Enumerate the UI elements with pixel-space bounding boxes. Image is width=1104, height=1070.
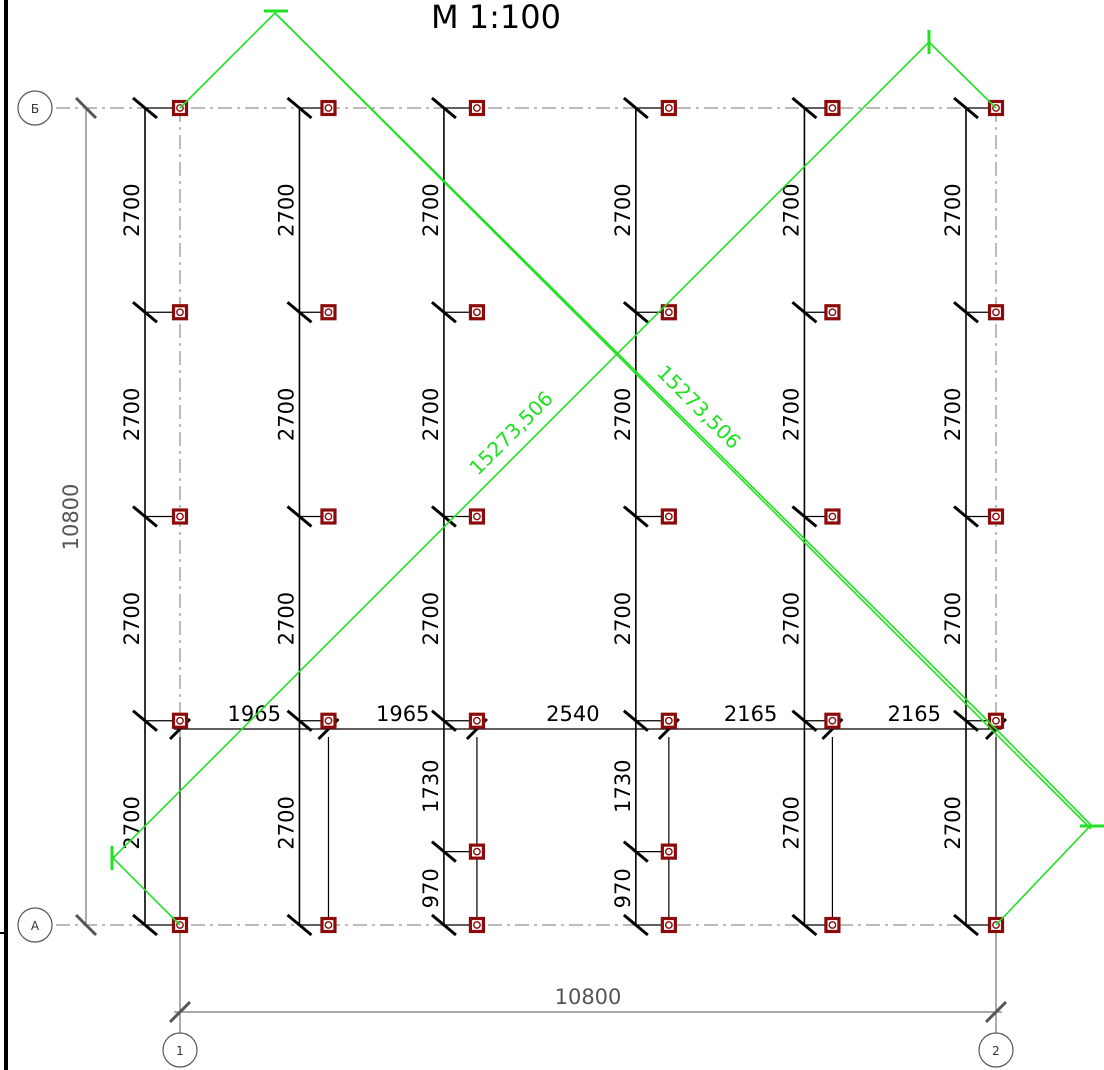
column-marker (987, 508, 1005, 525)
column-dimension-line: 2700 2700 2700 2700 (779, 96, 833, 937)
column-segment-label: 2700 (419, 592, 443, 645)
column-segment-label: 2700 (611, 388, 635, 441)
overall-horizontal-dimension: 10800 (168, 985, 1008, 1024)
column-marker (824, 304, 841, 321)
column-segment-label: 2700 (120, 183, 144, 236)
svg-text:2: 2 (992, 1044, 1000, 1058)
column-marker (171, 508, 189, 525)
column-segment-label: 2700 (779, 796, 803, 849)
column-marker (660, 99, 677, 117)
column-dimension-line: 2700 2700 2700 1730 970 (419, 96, 477, 937)
column-marker (171, 712, 189, 729)
column-segment-label: 2700 (941, 796, 965, 849)
axis-bubble-1: 1 (162, 925, 198, 1068)
column-dimension-line: 2700 2700 2700 2700 (274, 96, 329, 937)
diagonal-label-1: 15273,506 (652, 360, 745, 453)
column-segment-label: 2700 (274, 388, 298, 441)
bottom-dimension-label: 1965 (228, 702, 281, 726)
column-segment-label: 2700 (779, 388, 803, 441)
column-segment-label: 2700 (941, 388, 965, 441)
bottom-dimension-label: 2165 (724, 702, 777, 726)
column-marker (468, 508, 486, 525)
axis-bubble-a: А (17, 907, 53, 943)
column-segment-label: 2700 (274, 183, 298, 236)
scale-title: М 1:100 (431, 0, 561, 36)
svg-text:Б: Б (31, 102, 39, 116)
column-markers (171, 99, 1005, 934)
column-marker (824, 99, 841, 117)
column-marker (468, 916, 486, 934)
column-segment-label: 2700 (779, 183, 803, 236)
column-marker (824, 712, 841, 729)
column-marker (824, 916, 841, 934)
column-segment-label: 2700 (120, 592, 144, 645)
column-segment-label: 2700 (611, 592, 635, 645)
diagonal-label-2: 15273,506 (464, 386, 557, 479)
bottom-dimension-label: 1965 (376, 702, 429, 726)
column-segment-label: 2700 (120, 388, 144, 441)
svg-text:А: А (31, 919, 40, 933)
column-dimension-line: 2700 2700 2700 2700 (120, 96, 180, 937)
column-segment-label: 2700 (419, 388, 443, 441)
column-marker (987, 712, 1005, 729)
column-marker (320, 916, 337, 934)
column-segment-label: 970 (611, 868, 635, 908)
column-segment-label: 2700 (120, 796, 144, 849)
bottom-dimension-label: 2540 (546, 702, 599, 726)
column-segment-label: 1730 (611, 759, 635, 812)
column-segment-label: 2700 (941, 592, 965, 645)
overall-horizontal-dimension-label: 10800 (555, 985, 622, 1009)
axis-bubble-2: 2 (978, 925, 1014, 1068)
column-marker (660, 843, 677, 860)
overall-vertical-dimension: 10800 (59, 96, 98, 937)
column-segment-label: 2700 (611, 183, 635, 236)
column-marker (660, 508, 677, 525)
column-marker (660, 304, 677, 321)
overall-vertical-dimension-label: 10800 (59, 484, 83, 551)
column-marker (468, 304, 486, 321)
column-marker (660, 712, 677, 729)
column-marker (660, 916, 677, 934)
column-marker (320, 508, 337, 525)
column-dimension-line: 2700 2700 2700 1730 970 (611, 96, 669, 937)
column-segment-label: 2700 (779, 592, 803, 645)
column-segment-label: 2700 (419, 183, 443, 236)
column-segment-label: 2700 (274, 592, 298, 645)
bottom-dimension-segments: 1965 1965 2540 2165 2165 (168, 702, 1008, 925)
column-marker (824, 508, 841, 525)
column-segment-label: 2700 (941, 183, 965, 236)
column-marker (171, 304, 189, 321)
axis-bubble-b: Б (17, 90, 53, 126)
svg-text:1: 1 (176, 1044, 184, 1058)
column-segment-label: 970 (419, 868, 443, 908)
column-marker (468, 712, 486, 729)
diagonal-check-2: 15273,506 (110, 30, 997, 926)
column-dimension-line: 2700 2700 2700 2700 (941, 96, 996, 937)
column-segment-label: 1730 (419, 759, 443, 812)
column-segment-label: 2700 (274, 796, 298, 849)
column-marker (320, 712, 337, 729)
bottom-dimension-label: 2165 (887, 702, 940, 726)
column-marker (468, 843, 486, 860)
column-marker (320, 99, 337, 117)
column-dimension-lines: 2700270027002700270027002700270027002700… (120, 96, 996, 937)
column-marker (987, 304, 1005, 321)
column-marker (320, 304, 337, 321)
column-marker (468, 99, 486, 117)
